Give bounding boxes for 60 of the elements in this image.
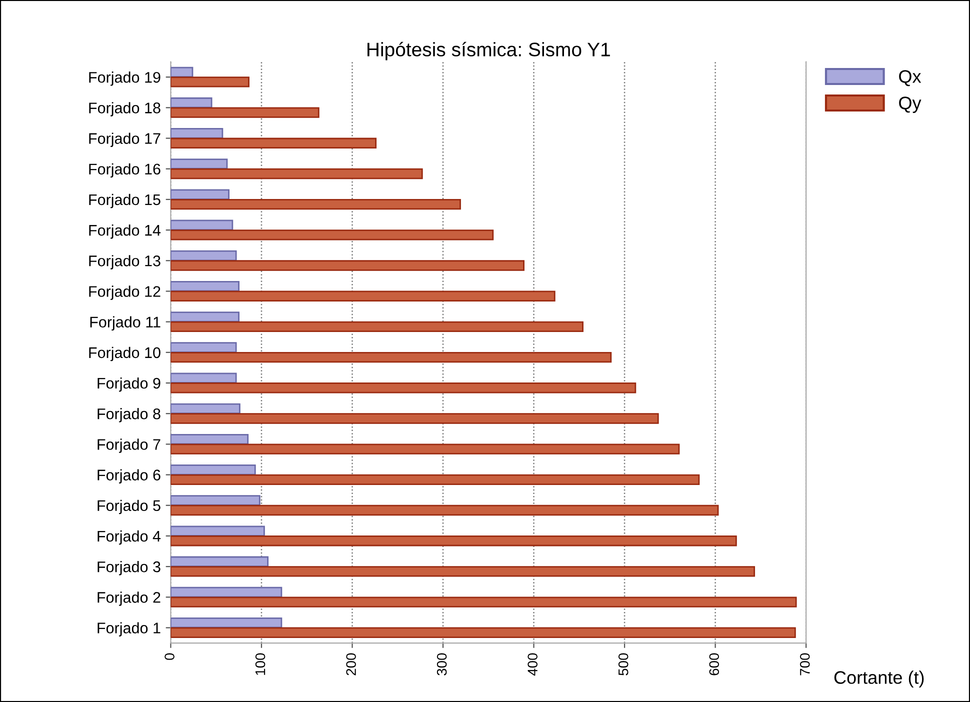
y-tick-label: Forjado 16 [89, 163, 160, 178]
x-tick-label: 300 [436, 653, 447, 676]
y-tick-label: Forjado 18 [89, 102, 160, 116]
bar [170, 260, 524, 271]
bar [170, 617, 282, 628]
y-tick-label: Forjado 1 [98, 622, 160, 636]
bar [170, 413, 659, 424]
bar [170, 596, 797, 608]
y-tick-label: Forjado 8 [98, 408, 160, 422]
y-tick-label: Forjado 10 [89, 346, 160, 362]
bar [170, 464, 256, 476]
x-tick-label: 200 [346, 653, 356, 676]
bar [170, 342, 237, 353]
y-tick-label: Forjado 15 [89, 194, 160, 208]
bar [170, 627, 796, 638]
y-tick-label: Forjado 12 [89, 286, 160, 300]
y-tick-label: Forjado 17 [89, 132, 160, 147]
x-tick-label: 500 [618, 653, 628, 676]
legend-label: Qy [899, 96, 922, 113]
x-tick-label: 400 [528, 653, 538, 676]
y-tick-label: Forjado 5 [98, 500, 160, 514]
bar [170, 312, 240, 322]
x-tick-label: 700 [800, 653, 810, 676]
y-tick-label: Forjado 11 [90, 316, 160, 331]
y-tick-label: Forjado 13 [89, 255, 160, 270]
bar [170, 76, 250, 88]
bar [170, 382, 636, 394]
bar [170, 536, 737, 546]
bar [170, 566, 756, 577]
legend-label: Qx [899, 70, 922, 86]
bar [170, 107, 320, 118]
x-tick-label: 100 [255, 653, 266, 675]
bar [170, 474, 700, 486]
bar [170, 198, 461, 210]
bar [170, 352, 612, 363]
y-tick-label: Forjado 7 [98, 438, 160, 453]
y-tick-label: Forjado 2 [98, 592, 160, 606]
y-tick-label: Forjado 4 [98, 530, 161, 545]
y-tick-label: Forjado 6 [98, 469, 160, 484]
bar [170, 138, 377, 148]
bar [170, 158, 228, 170]
bar [170, 290, 556, 302]
bar [170, 128, 224, 139]
bar [170, 230, 494, 240]
y-tick-label: Forjado 14 [89, 224, 161, 239]
bar [170, 444, 680, 454]
bar [170, 526, 265, 536]
chart-title: Hipótesis sísmica: Sismo Y1 [368, 42, 610, 60]
bar [170, 280, 240, 292]
x-tick-label: 600 [709, 653, 720, 676]
bar [170, 321, 584, 332]
y-tick-label: Forjado 9 [98, 377, 160, 392]
bar [170, 504, 719, 516]
bar [170, 495, 260, 506]
x-tick-label: 0 [164, 653, 174, 660]
bar [170, 189, 230, 200]
y-tick-label: Forjado 3 [98, 561, 160, 576]
x-axis-title: Cortante (t) [834, 670, 924, 688]
bar [170, 168, 423, 180]
y-tick-label: Forjado 19 [89, 72, 160, 86]
